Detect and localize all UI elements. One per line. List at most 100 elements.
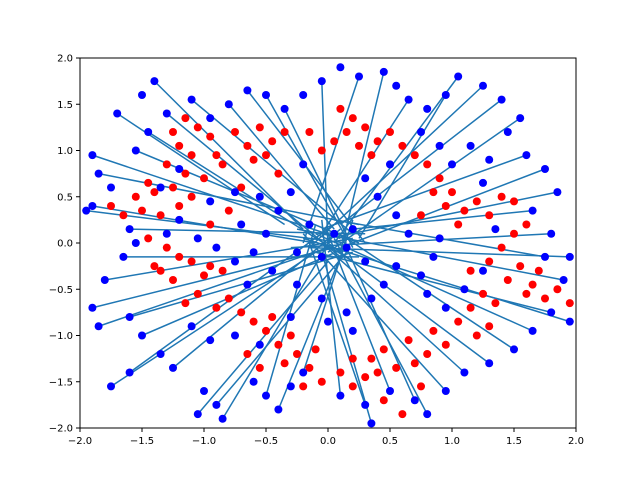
scatter-point [262,326,270,335]
scatter-point [299,368,308,377]
segment-line [308,242,366,406]
scatter-point [448,160,456,169]
scatter-point [125,368,134,377]
scatter-point [293,280,301,289]
scatter-point [441,387,450,395]
scatter-point [534,266,543,275]
scatter-point [454,220,463,229]
segment-line [302,233,447,392]
segment-line [92,205,316,244]
scatter-point [516,262,525,271]
segment-line [309,246,570,258]
scatter-point [286,313,295,321]
scatter-point [156,266,165,275]
segments-layer [86,71,571,424]
scatter-point [181,114,190,123]
scatter-point [404,229,413,238]
scatter-point [423,410,432,419]
y-tick-label: −0.5 [49,285,73,296]
scatter-point [503,276,512,284]
scatter-point [342,243,351,252]
scatter-point [231,128,239,136]
scatter-point [299,382,308,391]
scatter-point [435,174,444,183]
scatter-point [541,294,549,303]
scatter-point [373,192,382,201]
segment-line [333,76,459,244]
scatter-point [162,243,171,252]
segment-line [215,251,348,406]
scatter-point [398,410,407,419]
scatter-point [429,326,438,335]
scatter-point [392,81,401,90]
scatter-point [212,303,221,312]
segment-line [265,224,317,396]
scatter-point [497,243,506,252]
scatter-point [386,128,394,136]
segment-line [321,154,527,230]
scatter-point [218,266,227,275]
scatter-point [286,382,295,391]
scatter-point [485,155,494,164]
scatter-point [262,229,270,238]
scatter-point [528,326,537,335]
scatter-point [479,266,487,275]
scatter-point [150,188,159,197]
scatter-point [144,178,153,187]
scatter-point [187,322,196,331]
scatter-point [150,262,159,271]
scatter-point [274,206,283,215]
scatter-point [305,128,314,136]
scatter-point [342,308,351,317]
scatter-point [231,257,239,266]
scatter-point [336,104,345,113]
scatter-point [88,202,97,210]
scatter-point [410,151,419,160]
segment-line [358,94,447,239]
scatter-point [107,382,115,391]
y-tick-label: 0.5 [57,192,73,203]
scatter-point [187,192,196,201]
scatter-point [404,95,413,104]
scatter-point [299,91,308,99]
scatter-point [348,354,357,363]
scatter-point [218,160,227,169]
segment-line [327,117,521,253]
scatter-point [547,308,556,317]
scatter-point [293,248,301,257]
scatter-point [280,359,289,368]
scatter-point [280,128,289,136]
y-tick-label: 1.5 [57,100,73,111]
scatter-point [355,72,363,81]
scatter-point [547,229,556,238]
segment-line [327,233,391,392]
scatter-point [88,303,97,312]
segment-line [283,108,354,248]
scatter-point [206,197,215,206]
scatter-point [361,373,370,382]
scatter-point [175,215,184,224]
scatter-point [305,220,314,229]
scatter-point [528,280,537,289]
scatter-point [448,188,456,197]
scatter-point [491,299,500,308]
scatter-point [206,114,215,123]
scatter-point [472,331,481,340]
scatter-point [373,137,382,146]
scatter-point [138,331,146,340]
scatter-point [410,396,419,405]
x-tick-label: −2.0 [68,436,92,447]
scatter-point [522,220,531,229]
scatter-point [100,276,109,284]
segment-line [228,103,335,230]
scatter-point [88,151,97,160]
segment-line [104,237,353,281]
scatter-point [336,391,345,400]
points-layer [82,63,574,428]
scatter-point [361,174,370,183]
scatter-point [286,188,295,197]
scatter-point [107,183,115,192]
scatter-point [237,183,246,192]
scatter-point [169,276,177,284]
scatter-point [454,317,463,326]
